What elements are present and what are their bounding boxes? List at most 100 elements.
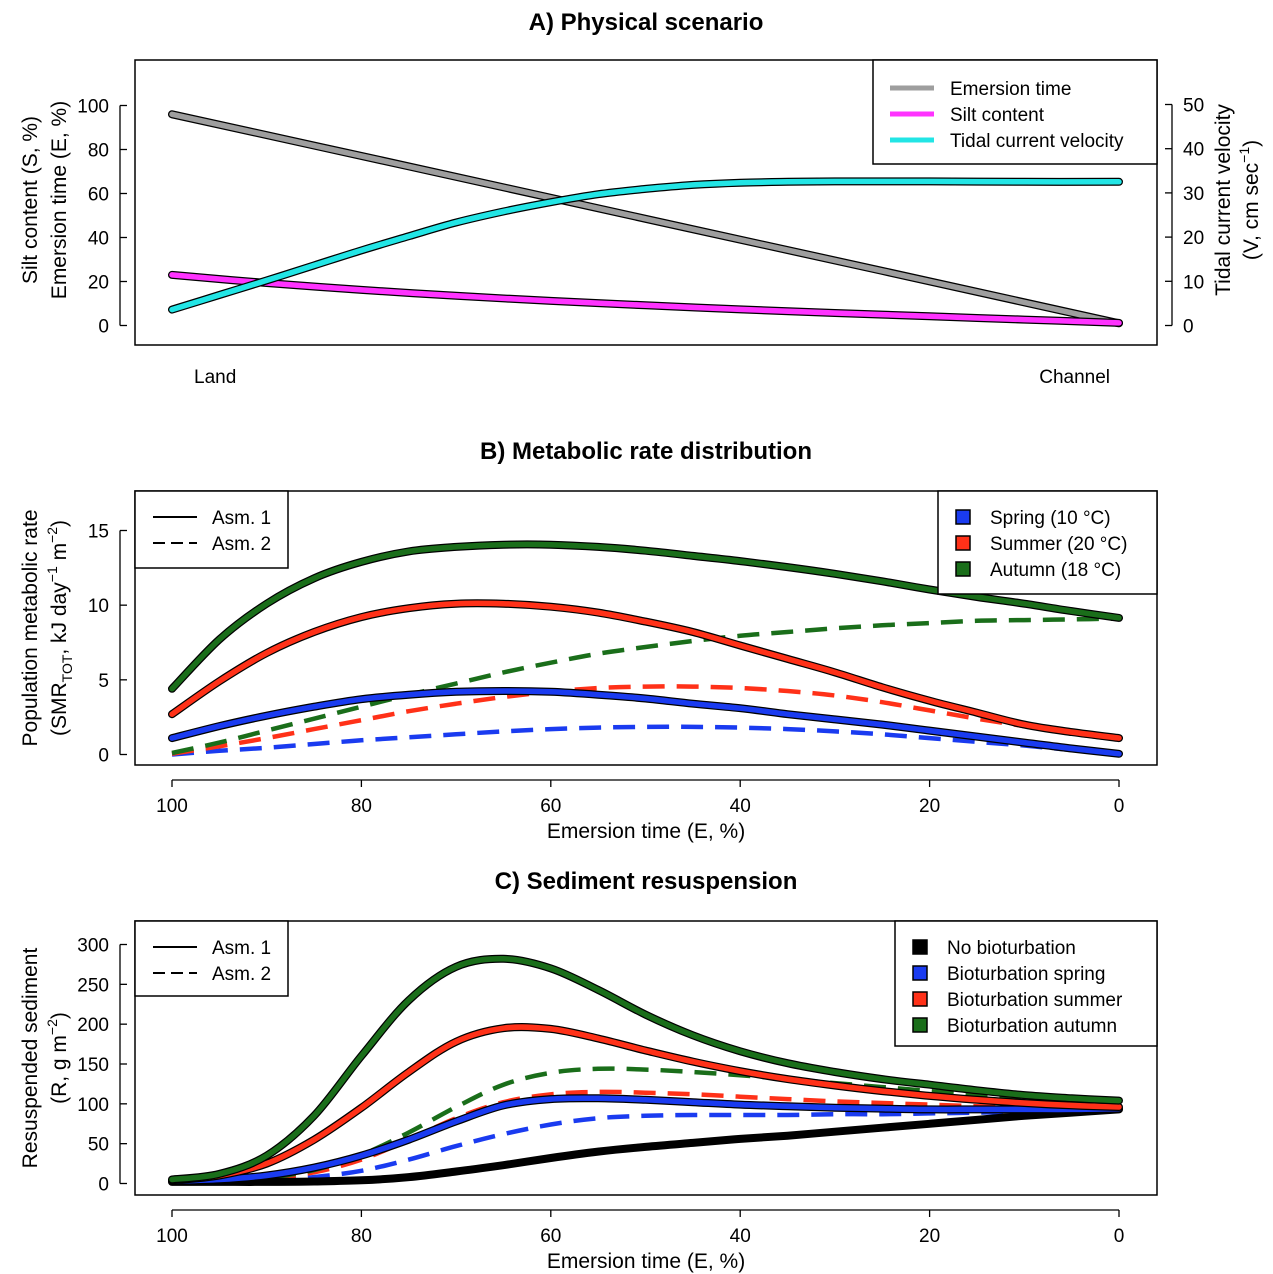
legend: No bioturbation Bioturbation spring Biotur… xyxy=(894,920,1158,1047)
y-tick-label: 10 xyxy=(88,596,109,617)
series-summer-20-c-asm2 xyxy=(171,684,1120,757)
y-units-ylabel-close: ) xyxy=(48,520,71,527)
x-tick-label: 40 xyxy=(730,1226,751,1247)
y2-tick-label: 50 xyxy=(1183,96,1204,117)
y-units-close: ) xyxy=(48,1012,71,1019)
y-tick-label: 150 xyxy=(77,1055,109,1076)
x-tick-label: 20 xyxy=(919,796,940,817)
x-tick-label: 80 xyxy=(351,1226,372,1247)
y-tick-label: 60 xyxy=(88,185,109,206)
x-tick-label: 0 xyxy=(1114,796,1125,817)
plot-frame xyxy=(134,59,1158,346)
y-axis-label: Population metabolic rate xyxy=(19,510,42,747)
legend-style-label-asm-1: Asm. 1 xyxy=(212,508,271,529)
legend-style: Asm. 1 Asm. 2 xyxy=(134,920,289,997)
y-units-ylabel-exp2: −2 xyxy=(44,527,60,543)
x-tick-label: 60 xyxy=(540,796,561,817)
legend-style: Asm. 1 Asm. 2 xyxy=(134,490,289,569)
chart-title: A) Physical scenario xyxy=(529,9,764,36)
x-tick-label: 60 xyxy=(540,1226,561,1247)
legend-style-box xyxy=(134,920,289,997)
series-bioturbation-summer-asm1-line xyxy=(169,1024,1122,1184)
series-bioturbation-autumn-asm1-line xyxy=(169,956,1122,1183)
chart-title: C) Sediment resuspension xyxy=(495,868,798,895)
legend-label-tidal-current-velocity: Tidal current velocity xyxy=(950,131,1124,152)
legend-swatch-bioturbation-autumn xyxy=(912,1017,928,1033)
y-tick-label: 100 xyxy=(77,97,109,118)
legend-swatch-summer-20-c xyxy=(955,535,971,551)
panel-sediment-resuspension: C) Sediment resuspension 0 50 100 150 200 250 3… xyxy=(19,868,1158,1273)
series-bioturbation-spring-asm1-line xyxy=(169,1095,1122,1184)
legend-swatch-no-bioturbation xyxy=(912,939,928,955)
series-bioturbation-summer-asm2 xyxy=(171,1089,1120,1185)
y2-tick-label: 10 xyxy=(1183,272,1204,293)
series-summer-20-c-asm1 xyxy=(168,599,1123,743)
y-units-ylabel-units2: , kJ day xyxy=(48,582,71,655)
y2-units-exponent: −1 xyxy=(1236,147,1252,163)
series-no-bioturbation-asm1-line xyxy=(169,1106,1122,1185)
y2-axis-units: (V, cm sec−1) xyxy=(1236,140,1263,260)
legend-label-bioturbation-spring: Bioturbation spring xyxy=(947,964,1105,985)
series-emersion-time-line xyxy=(169,111,1122,327)
legend-swatch-bioturbation-summer xyxy=(912,991,928,1007)
legend-style-label-asm-1: Asm. 1 xyxy=(212,938,271,959)
x-tick-label: 20 xyxy=(919,1226,940,1247)
y-tick-label: 80 xyxy=(88,141,109,162)
series-spring-10-c-asm2 xyxy=(171,724,1120,757)
y-tick-label: 300 xyxy=(77,936,109,957)
series-bioturbation-spring-asm1 xyxy=(168,1094,1123,1186)
y-tick-label: 0 xyxy=(98,317,109,338)
x-tick-label: 40 xyxy=(730,796,751,817)
series-tidal-current-velocity xyxy=(168,177,1123,314)
y2-tick-label: 40 xyxy=(1183,140,1204,161)
y-units-ylabel-exp1: −1 xyxy=(44,566,60,582)
y2-axis-label: Tidal current velocity xyxy=(1212,104,1235,296)
series-summer-20-c-asm2-line xyxy=(171,684,1120,757)
y2-tick-label: 30 xyxy=(1183,184,1204,205)
y-axis-label: Resuspended sediment xyxy=(19,948,42,1169)
y2-tick-label: 0 xyxy=(1183,317,1194,338)
y-units-ylabel-sub: TOT xyxy=(59,654,75,682)
series-autumn-18-c-asm2 xyxy=(171,616,1120,756)
legend-label-silt-content: Silt content xyxy=(950,105,1045,126)
chart-title: B) Metabolic rate distribution xyxy=(480,438,812,465)
y-tick-label: 250 xyxy=(77,975,109,996)
y2-units-close: ) xyxy=(1240,140,1263,147)
x-end-label-channel: Channel xyxy=(1039,367,1110,388)
y-axis-units: (R, g m−2) xyxy=(44,1012,71,1104)
series-bioturbation-autumn-asm1 xyxy=(168,954,1123,1184)
x-tick-label: 0 xyxy=(1114,1226,1125,1247)
legend-label-emersion-time: Emersion time xyxy=(950,79,1071,100)
y-tick-label: 5 xyxy=(98,671,109,692)
y-tick-label: 20 xyxy=(88,273,109,294)
y-tick-label: 200 xyxy=(77,1015,109,1036)
y-tick-label: 0 xyxy=(98,746,109,767)
y2-units-text: (V, cm sec xyxy=(1240,163,1263,260)
legend-swatch-autumn-18-c xyxy=(955,561,971,577)
y-units-exponent: −2 xyxy=(44,1019,60,1035)
plot-frame xyxy=(134,920,1158,1196)
legend-label-summer-20-c: Summer (20 °C) xyxy=(990,534,1127,555)
legend: Spring (10 °C) Summer (20 °C) Autumn (18 °… xyxy=(937,490,1158,595)
y-units-text: (R, g m xyxy=(48,1035,71,1104)
y-tick-label: 50 xyxy=(88,1135,109,1156)
series-summer-20-c-asm1-line xyxy=(169,600,1122,741)
x-tick-label: 100 xyxy=(156,796,188,817)
legend-swatch-spring-10-c xyxy=(955,509,971,525)
x-tick-label: 80 xyxy=(351,796,372,817)
series-autumn-18-c-asm2-line xyxy=(171,616,1120,756)
series-silt-content-line xyxy=(169,272,1122,326)
x-tick-label: 100 xyxy=(156,1226,188,1247)
y-tick-label: 40 xyxy=(88,229,109,250)
x-end-label-land: Land xyxy=(194,367,236,388)
legend-style-box xyxy=(134,490,289,569)
y-axis-label-2: Emersion time (E, %) xyxy=(48,101,71,299)
legend-box xyxy=(937,490,1158,595)
legend: Emersion time Silt content Tidal current v… xyxy=(872,59,1158,165)
x-axis-label: Emersion time (E, %) xyxy=(547,820,745,843)
y2-tick-label: 20 xyxy=(1183,228,1204,249)
panel-physical-scenario: A) Physical scenario 0 20 40 60 80 100 0 10 20 30 4… xyxy=(19,9,1263,388)
legend-box xyxy=(894,920,1158,1047)
series-spring-10-c-asm1 xyxy=(168,687,1123,758)
panel-metabolic-rate: B) Metabolic rate distribution 0 5 10 15 100 8… xyxy=(19,438,1158,843)
